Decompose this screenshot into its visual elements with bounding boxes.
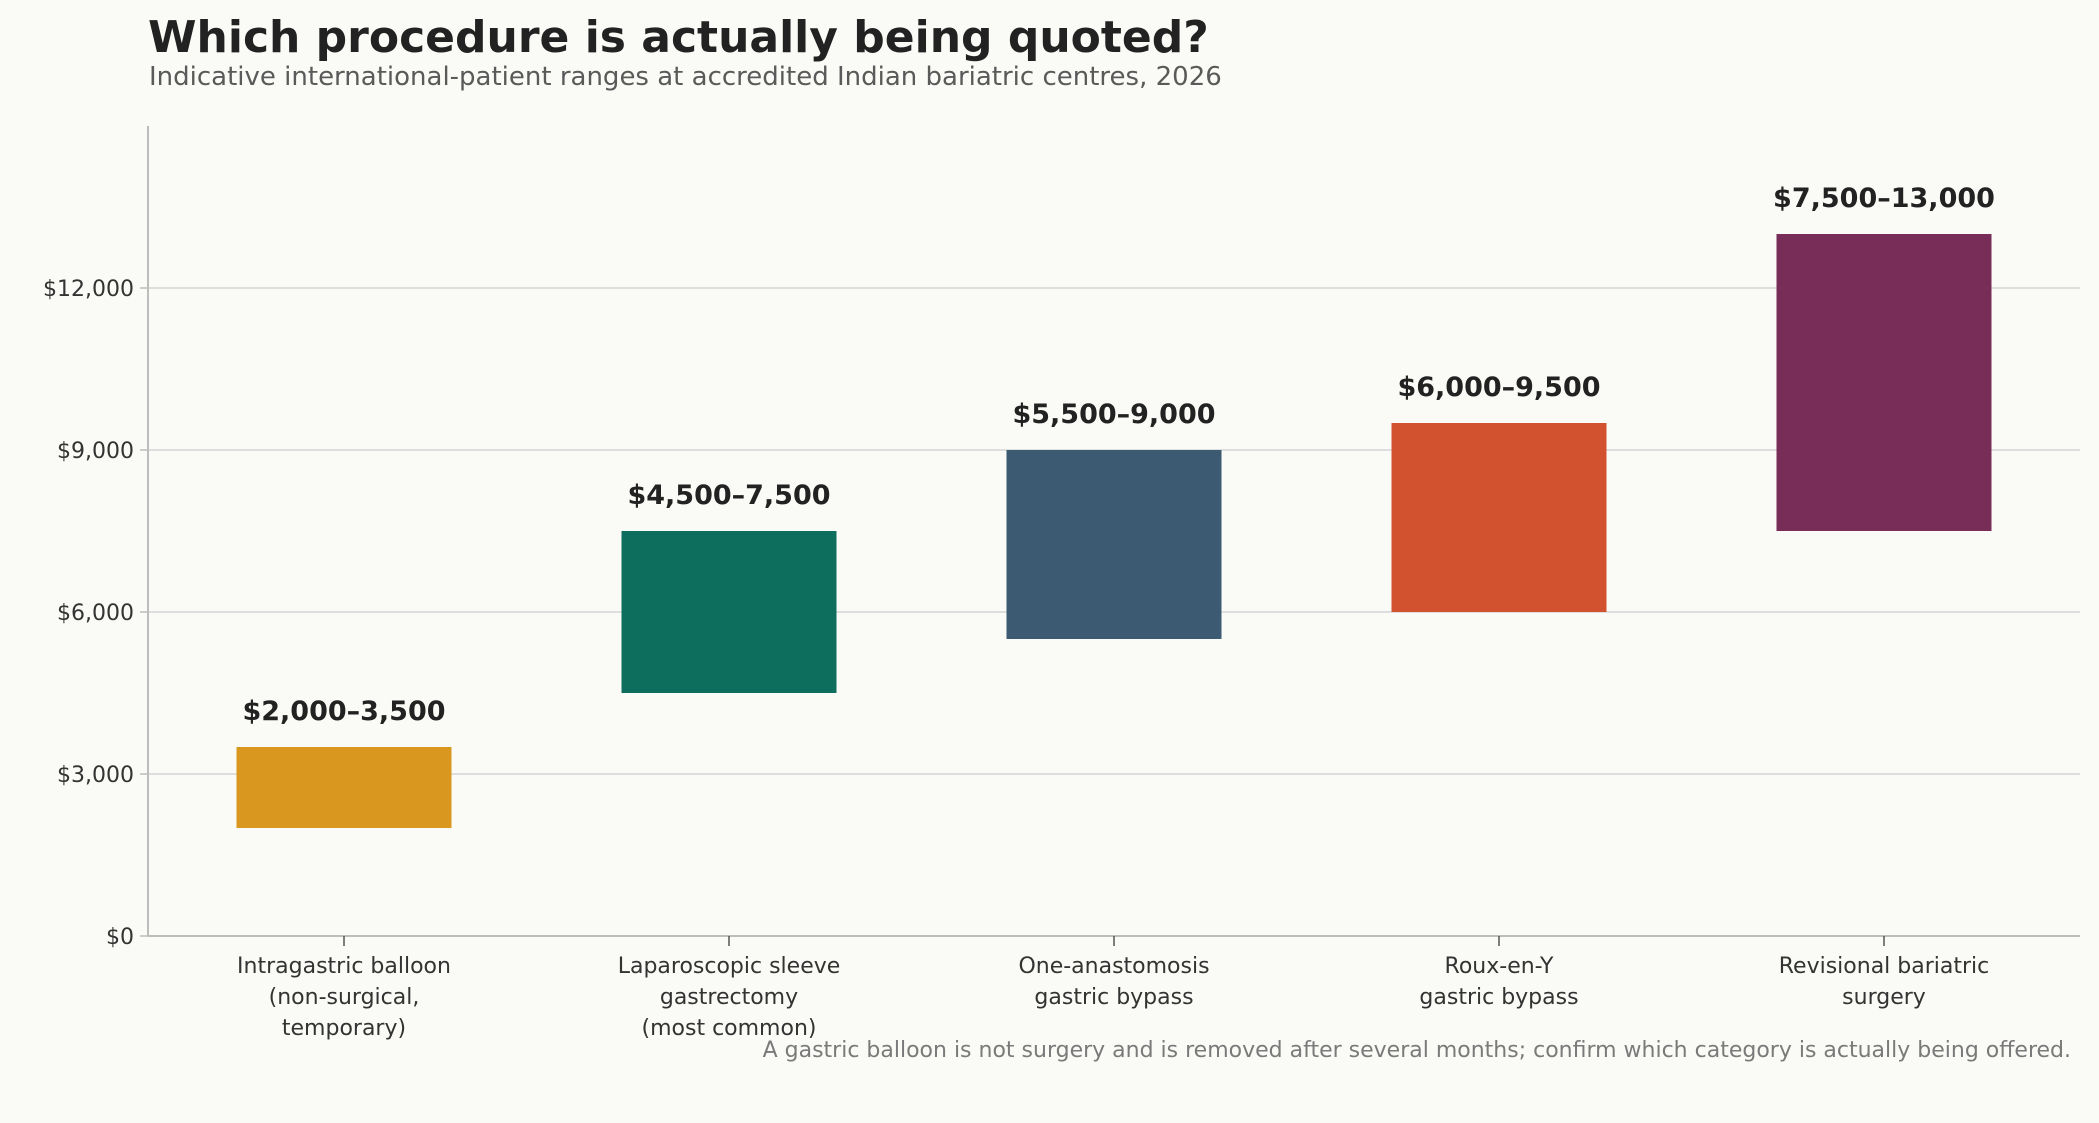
axes: $0 $3,000 $6,000 $9,000 $12,000 bbox=[43, 126, 2080, 950]
x-tick-label: Laparoscopic sleeve gastrectomy (most comm… bbox=[618, 954, 841, 1041]
range-bar bbox=[1006, 450, 1222, 639]
y-tick-label: $0 bbox=[106, 925, 134, 950]
data-label: $4,500–7,500 bbox=[627, 480, 830, 511]
x-tick-label: One-anastomosis gastric bypass bbox=[1018, 954, 1209, 1010]
y-tick-label: $9,000 bbox=[57, 439, 134, 464]
range-bar bbox=[236, 747, 452, 828]
data-label: $6,000–9,500 bbox=[1397, 372, 1600, 403]
chart-footnote: A gastric balloon is not surgery and is … bbox=[762, 1038, 2071, 1063]
bars bbox=[236, 234, 1992, 828]
range-bar bbox=[1391, 423, 1607, 612]
range-bar bbox=[621, 531, 837, 693]
data-label: $7,500–13,000 bbox=[1773, 183, 1995, 214]
y-tick-label: $6,000 bbox=[57, 601, 134, 626]
chart-subtitle: Indicative international-patient ranges … bbox=[149, 62, 1222, 92]
y-tick-label: $12,000 bbox=[43, 277, 134, 302]
x-tick-label: Roux-en-Y gastric bypass bbox=[1419, 954, 1578, 1010]
data-label: $5,500–9,000 bbox=[1012, 399, 1215, 430]
data-label: $2,000–3,500 bbox=[242, 696, 445, 727]
labels: $2,000–3,500 Intragastric balloon (non-sur… bbox=[237, 183, 1995, 1041]
x-tick-label: Intragastric balloon (non-surgical, tempor… bbox=[237, 954, 451, 1041]
chart-title: Which procedure is actually being quoted… bbox=[148, 12, 1209, 63]
range-bar bbox=[1776, 234, 1992, 531]
x-tick-label: Revisional bariatric surgery bbox=[1779, 954, 1990, 1010]
y-tick-label: $3,000 bbox=[57, 763, 134, 788]
